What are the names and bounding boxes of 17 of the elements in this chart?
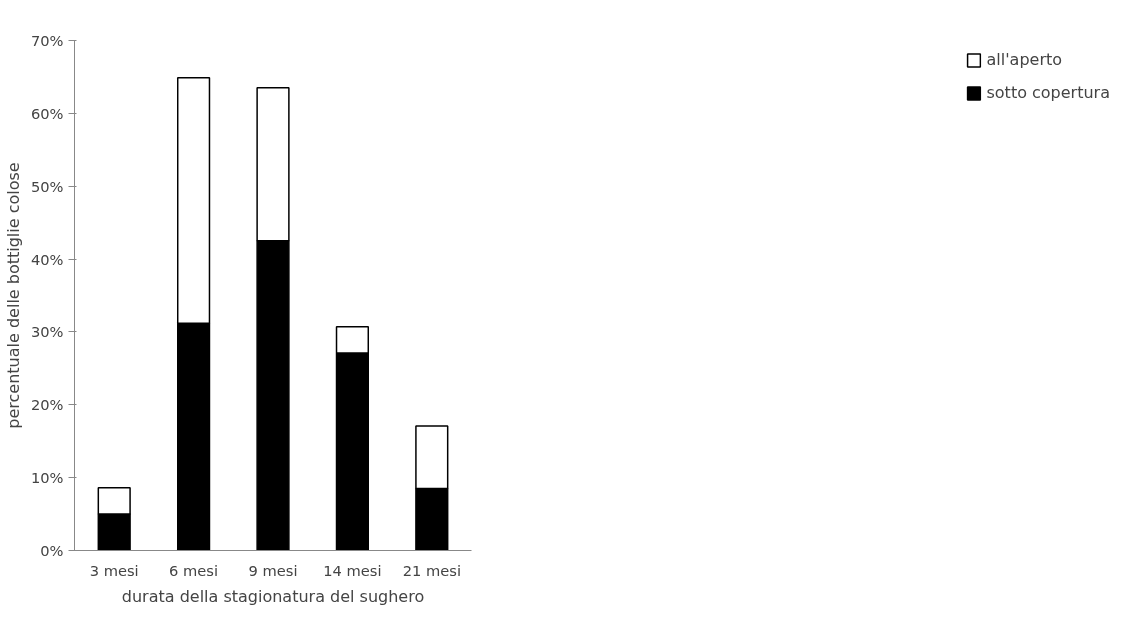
legend-label: sotto copertura [986, 83, 1110, 102]
x-tick-label: 6 mesi [169, 561, 219, 579]
y-tick-label: 0% [40, 542, 64, 559]
y-tick-label: 20% [30, 396, 64, 414]
y-tick-label: 50% [30, 177, 64, 195]
x-tick-label: 21 mesi [402, 561, 461, 579]
x-tick-label: 3 mesi [89, 561, 139, 579]
x-tick-label: 14 mesi [323, 561, 382, 579]
y-axis-title: percentuale delle bottiglie colose [3, 162, 23, 429]
y-tick-label: 60% [30, 104, 64, 122]
x-axis-title: durata della stagionatura del sughero [121, 586, 425, 606]
y-tick-label: 10% [30, 469, 64, 487]
x-tick-label: 9 mesi [248, 561, 298, 579]
y-tick-label: 40% [30, 250, 64, 268]
y-tick-label: 70% [30, 32, 64, 49]
y-tick-label: 30% [30, 323, 64, 341]
legend-label: all'aperto [986, 50, 1063, 69]
